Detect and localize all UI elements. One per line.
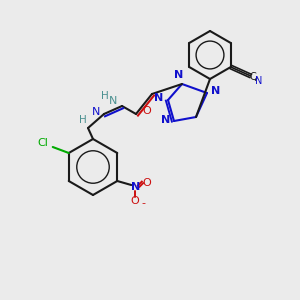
Text: N: N: [174, 70, 184, 80]
Text: N: N: [92, 107, 100, 117]
Text: N: N: [255, 76, 262, 86]
Text: -: -: [141, 198, 145, 208]
Text: O: O: [142, 106, 152, 116]
Text: N: N: [212, 86, 220, 96]
Text: N: N: [130, 182, 140, 192]
Text: N: N: [161, 115, 171, 125]
Text: H: H: [101, 91, 109, 101]
Text: H: H: [79, 115, 87, 125]
Text: N: N: [109, 96, 117, 106]
Text: Cl: Cl: [37, 138, 48, 148]
Text: N: N: [154, 93, 164, 103]
Text: C: C: [249, 72, 256, 82]
Text: O: O: [131, 196, 140, 206]
Text: O: O: [143, 178, 152, 188]
